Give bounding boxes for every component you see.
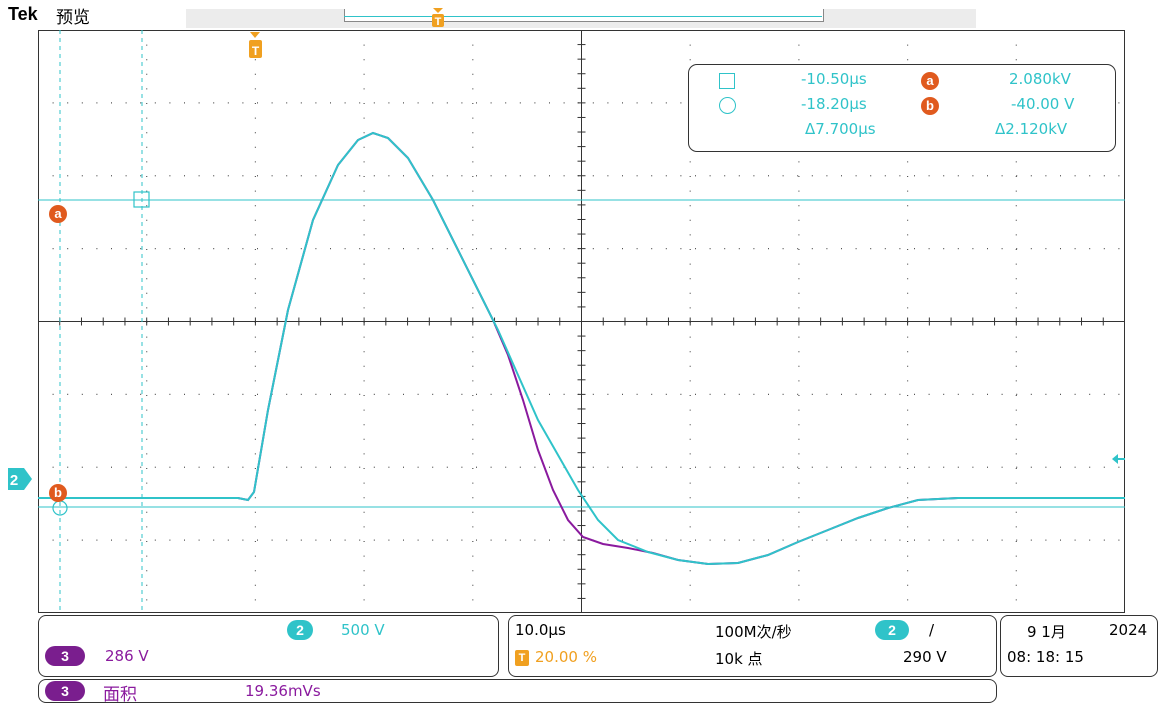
- measurement-bar[interactable]: 3 面积 19.36mVs: [38, 679, 997, 705]
- circle-cursor-time: -18.20µs: [801, 95, 867, 113]
- measurement-name: 面积: [103, 685, 137, 705]
- record-track-line: [344, 16, 822, 17]
- cursor-readout-panel[interactable]: -10.50µs -18.20µs Δ7.700µs a b 2.080kV -…: [688, 64, 1116, 152]
- trigger-marker-icon[interactable]: T: [249, 32, 262, 58]
- cursor-a-marker[interactable]: a: [49, 205, 67, 223]
- channel-2-trace: [38, 131, 1125, 566]
- channel-2-ground-glyph: 2: [10, 472, 18, 489]
- trigger-position-icon: T: [515, 650, 529, 666]
- channel-3-badge[interactable]: 3: [45, 646, 85, 666]
- trigger-position-value: 20.00 %: [535, 648, 597, 666]
- datetime-panel: 9 1月 2024 08: 18: 15: [1000, 615, 1158, 677]
- acquisition-mode-label: 预览: [56, 8, 90, 28]
- cursor-a-value: 2.080kV: [1009, 70, 1071, 88]
- cursor-a-badge: a: [921, 72, 939, 90]
- tek-logo: Tek: [8, 4, 38, 24]
- channel-2-ground-marker-icon[interactable]: 2: [0, 460, 40, 500]
- delta-value: Δ2.120kV: [995, 120, 1068, 138]
- sample-rate: 100M次/秒: [715, 623, 792, 641]
- square-cursor-icon: [719, 73, 735, 89]
- trigger-position-marker-glyph: T: [435, 16, 442, 28]
- trigger-slope-icon: /: [929, 621, 935, 639]
- trigger-position-marker-icon[interactable]: T: [430, 8, 446, 28]
- circle-cursor-icon: [719, 97, 736, 114]
- measurement-value: 19.36mVs: [245, 682, 321, 700]
- year-label: 2024: [1109, 621, 1148, 639]
- channel-panel[interactable]: 2 500 V 3 286 V: [38, 615, 499, 677]
- trigger-source-badge: 2: [875, 620, 909, 640]
- time-label: 08: 18: 15: [1007, 648, 1084, 666]
- horizontal-scale: 10.0µs: [515, 621, 566, 639]
- trigger-marker-glyph: T: [252, 44, 260, 58]
- date-label: 9 1月: [1027, 623, 1066, 641]
- cursor-b-marker[interactable]: b: [49, 484, 67, 502]
- channel-2-badge[interactable]: 2: [287, 620, 313, 640]
- timebase-panel[interactable]: 10.0µs T 20.00 % 100M次/秒 10k 点 2 / 290 V: [508, 615, 997, 677]
- cursor-b-badge: b: [921, 97, 939, 115]
- trigger-level-arrow-icon[interactable]: [1112, 454, 1125, 464]
- trigger-level: 290 V: [903, 648, 947, 666]
- scope-header: Tek 预览 T: [0, 0, 1164, 30]
- cursor-b-value: -40.00 V: [1011, 95, 1075, 113]
- delta-time: Δ7.700µs: [805, 120, 876, 138]
- channel-2-scale[interactable]: 500 V: [341, 621, 385, 639]
- cursor-lines: [38, 30, 1125, 613]
- channel-3-scale[interactable]: 286 V: [105, 647, 149, 665]
- square-cursor-time: -10.50µs: [801, 70, 867, 88]
- record-view-window[interactable]: [344, 9, 824, 22]
- measurement-source-badge: 3: [45, 681, 85, 701]
- record-length: 10k 点: [715, 650, 763, 668]
- cursor-square-marker-icon: [133, 191, 150, 208]
